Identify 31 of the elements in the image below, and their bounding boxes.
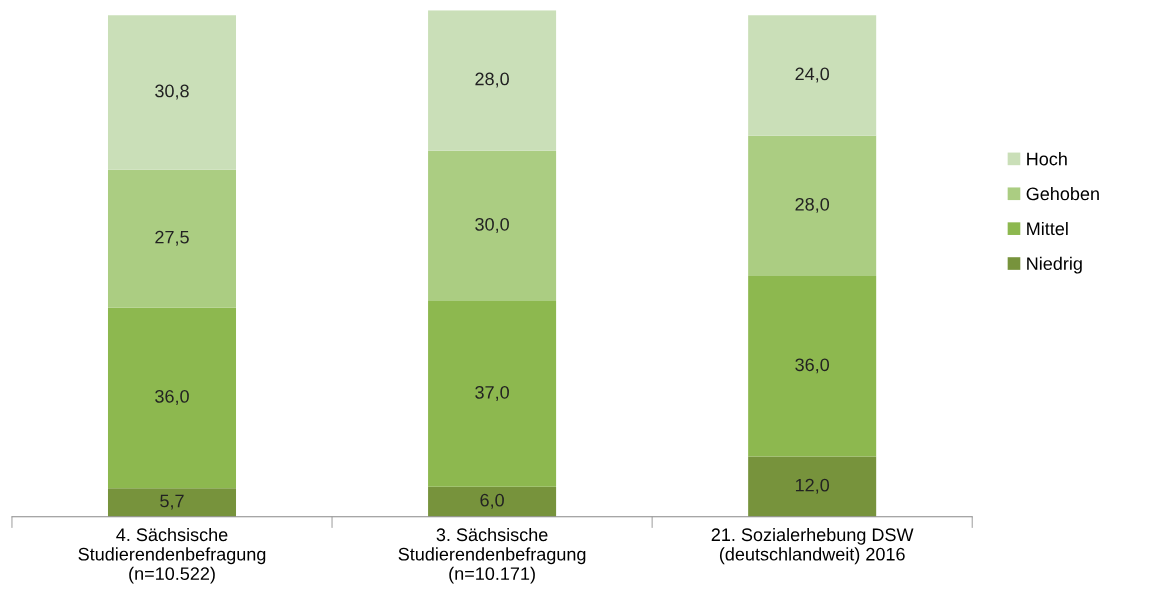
legend-label: Hoch bbox=[1027, 152, 1067, 166]
bar bbox=[107, 488, 237, 517]
bar bbox=[428, 301, 557, 487]
bar bbox=[107, 15, 237, 170]
bar bbox=[428, 10, 557, 151]
data-label: 30,0 bbox=[475, 217, 509, 233]
legend-label: Niedrig bbox=[1027, 256, 1082, 274]
bar bbox=[748, 135, 877, 277]
x-tick-label: 4. Sächsische Studierendenbefragung (n=10.522) bbox=[78, 527, 266, 584]
data-label: 6,0 bbox=[480, 493, 504, 509]
bar bbox=[748, 276, 877, 457]
x-tick-label: 21. Sozialerhebung DSW (deutschlandweit) 2016 bbox=[711, 527, 914, 565]
legend-label: Mittel bbox=[1027, 221, 1068, 236]
data-label: 36,0 bbox=[795, 358, 830, 374]
bar bbox=[748, 456, 877, 517]
bar bbox=[107, 169, 237, 308]
data-label: 27,5 bbox=[155, 230, 189, 246]
data-label: 30,8 bbox=[155, 84, 189, 100]
bar bbox=[748, 15, 877, 136]
data-label: 28,0 bbox=[795, 197, 830, 213]
legend-label: Gehoben bbox=[1026, 187, 1099, 201]
data-label: 24,0 bbox=[795, 67, 830, 83]
data-label: 28,0 bbox=[475, 72, 509, 88]
data-label: 36,0 bbox=[155, 389, 189, 405]
x-tick-label: 3. Sächsische Studierendenbefragung (n=10.171) bbox=[398, 527, 586, 584]
bar bbox=[428, 486, 557, 517]
bar bbox=[107, 307, 237, 489]
bar bbox=[428, 150, 557, 302]
data-label: 5,7 bbox=[160, 494, 184, 510]
data-label: 12,0 bbox=[795, 478, 830, 494]
data-label: 37,0 bbox=[475, 385, 509, 401]
